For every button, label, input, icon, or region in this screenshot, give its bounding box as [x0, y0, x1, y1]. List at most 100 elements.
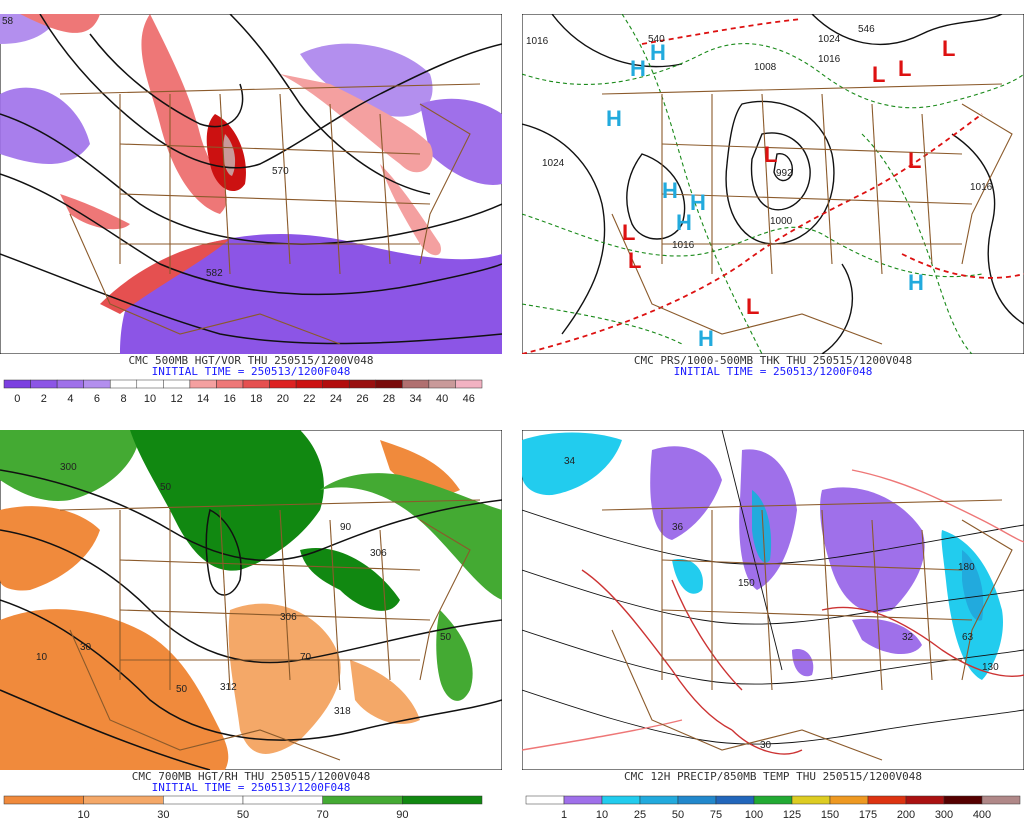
scale-label: 20: [277, 393, 289, 405]
low-pressure-marker: L: [764, 142, 777, 167]
scale-label: 12: [170, 393, 182, 405]
contour-label: 1016: [970, 182, 993, 193]
contour-label: 36: [672, 522, 684, 533]
panel-prs-thk: 1024 1016 1016 1024 1016 1008 1000 992 1…: [522, 14, 1024, 420]
panel-init-time: INITIAL TIME = 250513/1200F048: [673, 365, 873, 378]
scale-swatch: [677, 795, 717, 805]
contour-label: 300: [60, 462, 77, 473]
scale-swatch: [639, 795, 679, 805]
scale-label: 90: [396, 809, 408, 821]
scale-swatch: [525, 795, 565, 805]
scale-swatch: [109, 379, 138, 389]
scale-label: 30: [157, 809, 169, 821]
scale-label: 16: [224, 393, 236, 405]
contour-label: 1008: [754, 62, 777, 73]
scale-swatch: [867, 795, 907, 805]
contour-label: 306: [280, 612, 297, 623]
scale-label: 8: [120, 393, 126, 405]
high-pressure-marker: H: [662, 178, 678, 203]
scale-swatch: [563, 795, 603, 805]
contour-label: 130: [982, 662, 999, 673]
contour-label: 1016: [672, 240, 695, 251]
scale-swatch: [242, 795, 323, 805]
high-pressure-marker: H: [676, 210, 692, 235]
scale-swatch: [322, 379, 350, 389]
scale-label: 75: [710, 809, 722, 821]
scale-label: 0: [14, 393, 20, 405]
scale-label: 100: [745, 809, 763, 821]
contour-label: 63: [962, 632, 974, 643]
contour-label: 180: [958, 562, 975, 573]
map-700mb-rh: 300 306 306 312 318 10 50 90 70 30 50 50: [0, 430, 502, 770]
scale-label: 70: [317, 809, 329, 821]
contour-label: 90: [340, 522, 352, 533]
color-scale-vort: 0 2 4 6 8 10 12 14 16 18 20 22 24 26 28 34 40 46: [0, 378, 502, 408]
scale-label: 10: [78, 809, 90, 821]
contour-label: 992: [776, 168, 793, 179]
high-pressure-marker: H: [630, 56, 646, 81]
scale-label: 18: [250, 393, 262, 405]
high-pressure-marker: H: [650, 40, 666, 65]
scale-swatch: [295, 379, 323, 389]
scale-swatch: [163, 379, 191, 389]
scale-swatch: [829, 795, 869, 805]
contour-label: 546: [858, 24, 875, 35]
scale-swatch: [455, 379, 483, 389]
color-scale-precip: 1 10 25 50 75 100 125 150 175 200 300 400: [522, 794, 1024, 824]
contour-label: 150: [738, 578, 755, 589]
scale-label: 10: [144, 393, 156, 405]
scale-label: 24: [330, 393, 342, 405]
scale-label: 150: [821, 809, 839, 821]
low-pressure-marker: L: [898, 56, 911, 81]
map-prs-thk: 1024 1016 1016 1024 1016 1008 1000 992 1…: [522, 14, 1024, 354]
scale-swatch: [375, 379, 403, 389]
scale-swatch: [216, 379, 244, 389]
low-pressure-marker: L: [746, 294, 759, 319]
low-pressure-marker: L: [622, 220, 635, 245]
scale-swatch: [348, 379, 377, 389]
scale-label: 1: [561, 809, 567, 821]
contour-label: 30: [80, 642, 92, 653]
scale-label: 22: [303, 393, 315, 405]
scale-label: 26: [356, 393, 368, 405]
map-precip-850temp: 34 36 150 180 63 32 130 30: [522, 430, 1024, 770]
panel-title: CMC 500MB HGT/VOR THU 250515/1200V048: [128, 354, 374, 367]
scale-label: 50: [237, 809, 249, 821]
contour-label: 50: [440, 632, 452, 643]
scale-label: 46: [463, 393, 475, 405]
contour-label: 1016: [818, 54, 841, 65]
panel-init-time: INITIAL TIME = 250513/1200F048: [151, 781, 351, 794]
scale-label: 2: [41, 393, 47, 405]
contour-label: 32: [902, 632, 914, 643]
contour-label: 10: [36, 652, 48, 663]
scale-swatch: [402, 795, 483, 805]
scale-swatch: [981, 795, 1021, 805]
contour-label: 70: [300, 652, 312, 663]
scale-label: 34: [409, 393, 421, 405]
contour-label: 58: [2, 16, 14, 27]
low-pressure-marker: L: [628, 248, 641, 273]
scale-swatch: [56, 379, 84, 389]
high-pressure-marker: H: [698, 326, 714, 351]
scale-swatch: [3, 795, 84, 805]
panel-700mb-rh: 300 306 306 312 318 10 50 90 70 30 50 50…: [0, 430, 502, 836]
scale-label: 200: [897, 809, 915, 821]
panel-500mb-vort: 570 582 58 CMC 500MB HGT/VOR THU 250515/…: [0, 14, 502, 420]
map-500mb-vort: 570 582 58: [0, 14, 502, 354]
scale-swatch: [322, 795, 403, 805]
high-pressure-marker: H: [606, 106, 622, 131]
scale-swatch: [136, 379, 164, 389]
scale-swatch: [163, 795, 244, 805]
contour-label: 306: [370, 548, 387, 559]
contour-label: 318: [334, 706, 351, 717]
contour-label: 540: [648, 34, 665, 45]
scale-label: 4: [67, 393, 73, 405]
scale-swatch: [269, 379, 297, 389]
contour-label: 1016: [526, 36, 549, 47]
scale-label: 6: [94, 393, 100, 405]
high-pressure-marker: H: [690, 190, 706, 215]
contour-label: 1024: [818, 34, 841, 45]
scale-swatch: [943, 795, 983, 805]
scale-swatch: [83, 379, 111, 389]
scale-swatch: [83, 795, 164, 805]
